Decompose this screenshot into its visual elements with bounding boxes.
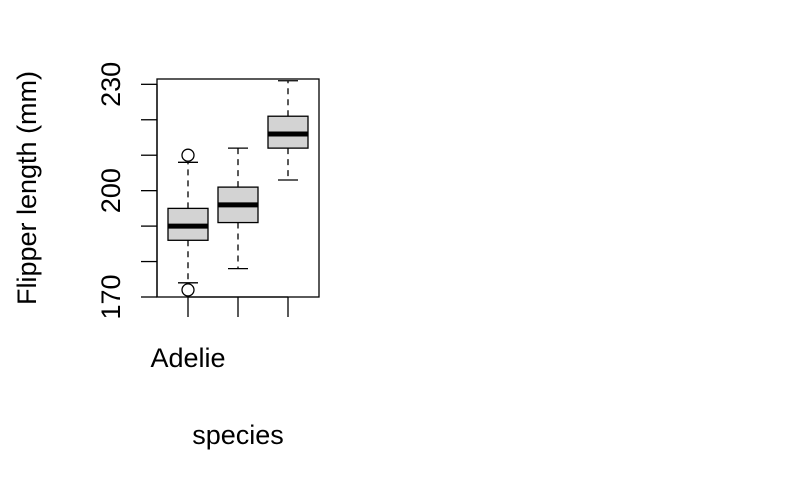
x-tick-label: Adelie — [150, 343, 225, 373]
box-group — [167, 148, 209, 297]
x-axis-title: species — [192, 420, 284, 450]
boxes — [167, 80, 309, 297]
y-axis-title: Flipper length (mm) — [12, 71, 42, 305]
y-tick-label: 170 — [96, 274, 126, 319]
outlier-point — [181, 148, 195, 162]
y-tick-label: 230 — [96, 62, 126, 107]
outlier-point — [181, 283, 195, 297]
box-group — [217, 147, 259, 270]
x-axis: Adelie — [150, 296, 289, 373]
y-tick-label: 200 — [96, 168, 126, 213]
y-axis: 170 200 230 — [96, 62, 158, 320]
box-group — [267, 80, 309, 181]
